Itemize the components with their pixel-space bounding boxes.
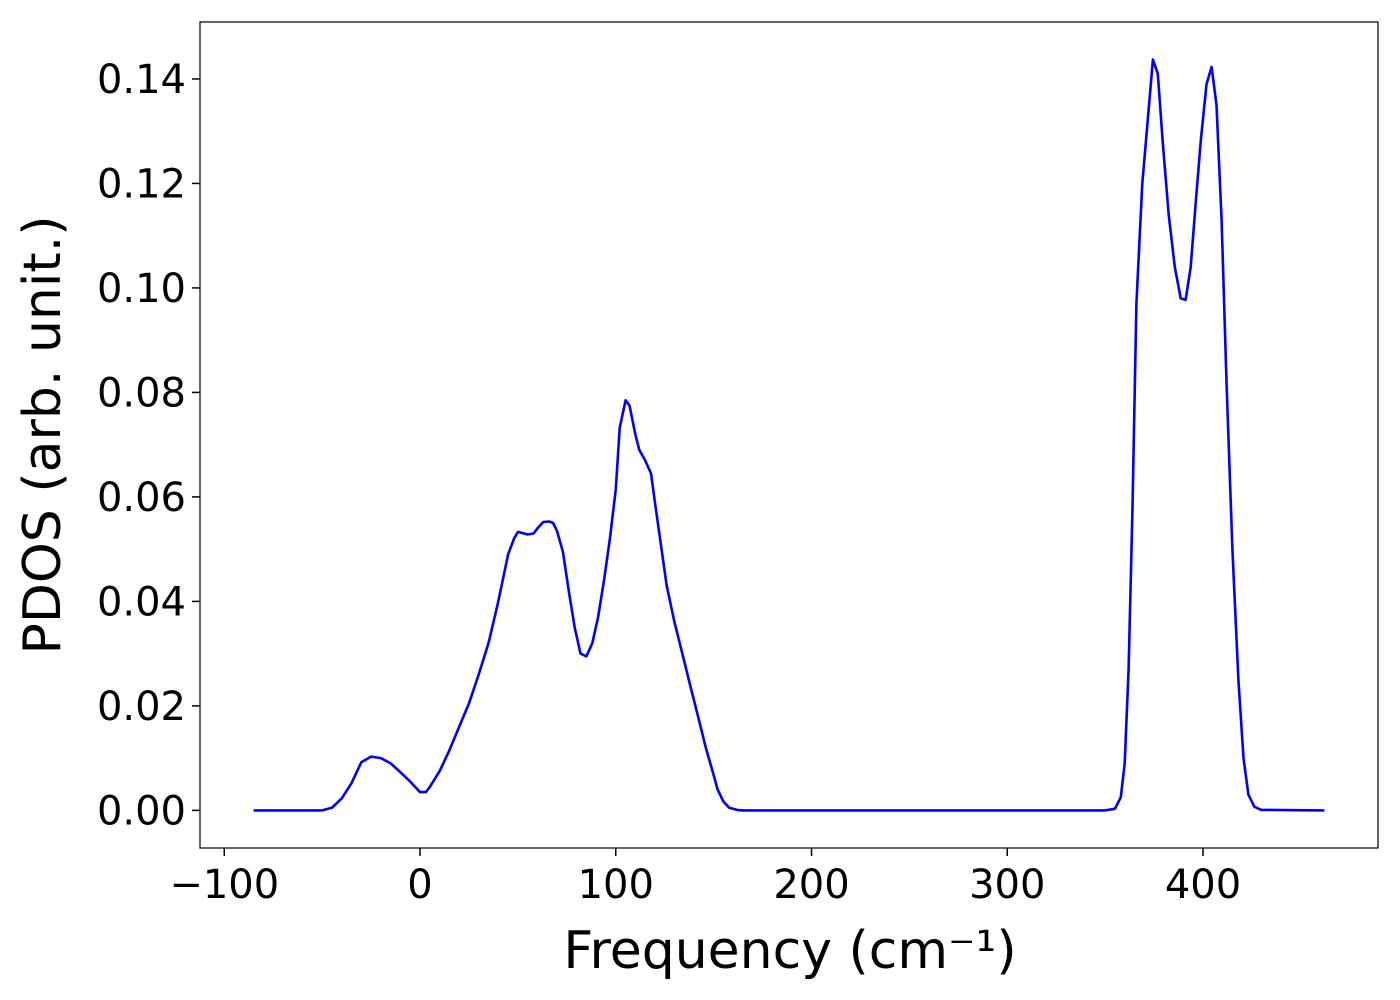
y-axis-label: PDOS (arb. unit.) bbox=[13, 215, 73, 654]
data-line bbox=[253, 58, 1325, 812]
x-tick-label: 300 bbox=[969, 862, 1045, 908]
x-axis-label: Frequency (cm⁻¹) bbox=[563, 921, 1016, 981]
x-tick-label: 400 bbox=[1165, 862, 1241, 908]
y-tick-label: 0.08 bbox=[97, 370, 186, 416]
x-tick-label: −100 bbox=[169, 862, 279, 908]
x-tick-label: 0 bbox=[407, 862, 432, 908]
y-tick-label: 0.10 bbox=[97, 266, 186, 312]
y-tick-label: 0.12 bbox=[97, 161, 186, 207]
y-tick-label: 0.14 bbox=[97, 57, 186, 103]
y-tick-label: 0.04 bbox=[97, 579, 186, 625]
y-tick-label: 0.02 bbox=[97, 684, 186, 730]
y-tick-label: 0.06 bbox=[97, 475, 186, 521]
x-tick-label: 100 bbox=[578, 862, 654, 908]
y-tick-label: 0.00 bbox=[97, 788, 186, 834]
plot-frame bbox=[199, 21, 1379, 849]
x-tick-label: 200 bbox=[773, 862, 849, 908]
